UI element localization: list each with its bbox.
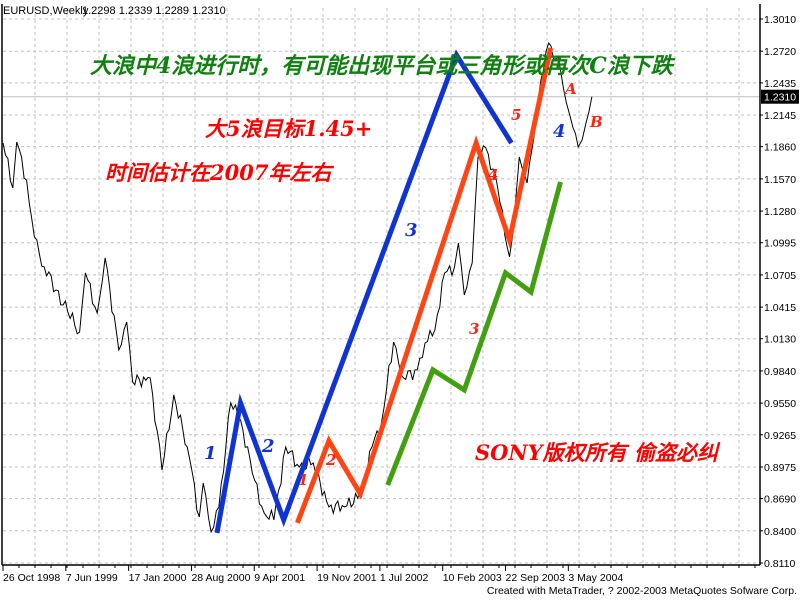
y-tick-label: 1.0995 (764, 238, 796, 250)
y-tick-label: 1.0705 (764, 270, 796, 282)
x-tick-label: 3 May 2004 (568, 572, 623, 584)
ohlc-readout: 1.2298 1.2339 1.2289 1.2310 (82, 5, 226, 17)
y-tick-label: 0.8110 (764, 558, 795, 570)
red-wave-label-3: 3 (469, 320, 480, 338)
copyright-annotation: SONY版权所有 偷盗必纠 (475, 440, 718, 465)
y-tick-label: 1.0130 (764, 334, 796, 346)
target-annotation: 大5浪目标1.45+ (205, 116, 373, 141)
red-wave-label-5: 5 (511, 106, 522, 124)
y-tick-label: 1.2435 (764, 78, 796, 90)
x-tick-label: 9 Apr 2001 (254, 572, 305, 584)
axes: 1.3010 1.2720 1.2435 1.2145 1.1860 1.1570 1.12… (1, 4, 799, 584)
x-tick-label: 7 Jun 1999 (66, 572, 118, 584)
y-tick-label: 1.2720 (764, 46, 796, 58)
x-tick-label: 19 Nov 2001 (317, 572, 377, 584)
y-tick-label: 1.2145 (764, 110, 796, 122)
green-wave-line (385, 181, 563, 486)
current-price-box (761, 89, 799, 104)
y-tick-label: 0.8400 (764, 526, 796, 538)
grid (3, 8, 760, 565)
blue-wave-line (214, 49, 514, 534)
x-tick-label: 17 Jan 2000 (129, 572, 187, 584)
x-tick-label: 28 Aug 2000 (191, 572, 250, 584)
blue-wave-label-1: 1 (204, 443, 217, 464)
time-estimate-annotation: 时间估计在2007年左右 (105, 160, 332, 185)
red-wave-label-a: A (565, 80, 577, 98)
y-tick-label: 0.9840 (764, 366, 796, 378)
price-line (2, 41, 593, 534)
blue-wave-label-2: 2 (262, 436, 275, 457)
y-tick-label: 1.3010 (764, 14, 796, 26)
x-tick-label: 26 Oct 1998 (3, 572, 60, 584)
y-tick-label: 1.1280 (764, 206, 796, 218)
red-wave-label-2: 2 (326, 451, 337, 469)
x-tick-label: 10 Feb 2003 (443, 572, 502, 584)
y-tick-label: 0.9550 (764, 398, 796, 410)
footer-credit: Created with MetaTrader, ? 2002-2003 Met… (487, 585, 797, 597)
wave-lines (214, 47, 563, 534)
blue-wave-label-4: 4 (553, 121, 566, 142)
blue-wave-label-3: 3 (405, 220, 418, 241)
red-wave-label-b: B (590, 113, 603, 131)
red-wave-line (295, 47, 554, 524)
red-wave-label-4: 4 (488, 166, 499, 184)
y-tick-label: 1.0415 (764, 302, 796, 314)
x-tick-label: 1 Jul 2002 (380, 572, 429, 584)
red-wave-label-1: 1 (298, 471, 309, 489)
y-tick-label: 1.1860 (764, 142, 796, 154)
chart-title: EURUSD,Weekly (3, 5, 89, 17)
price-series (2, 41, 593, 534)
y-tick-label: 1.1570 (764, 174, 796, 186)
headline-annotation: 大浪中4浪进行时，有可能出现平台或三角形或再次C浪下跌 (90, 53, 673, 79)
y-tick-label: 0.8690 (764, 494, 796, 506)
y-tick-label: 0.8975 (764, 462, 796, 474)
x-tick-label: 22 Sep 2003 (506, 572, 566, 584)
current-price-label: 1.2310 (764, 92, 796, 104)
y-tick-label: 0.9265 (764, 430, 796, 442)
